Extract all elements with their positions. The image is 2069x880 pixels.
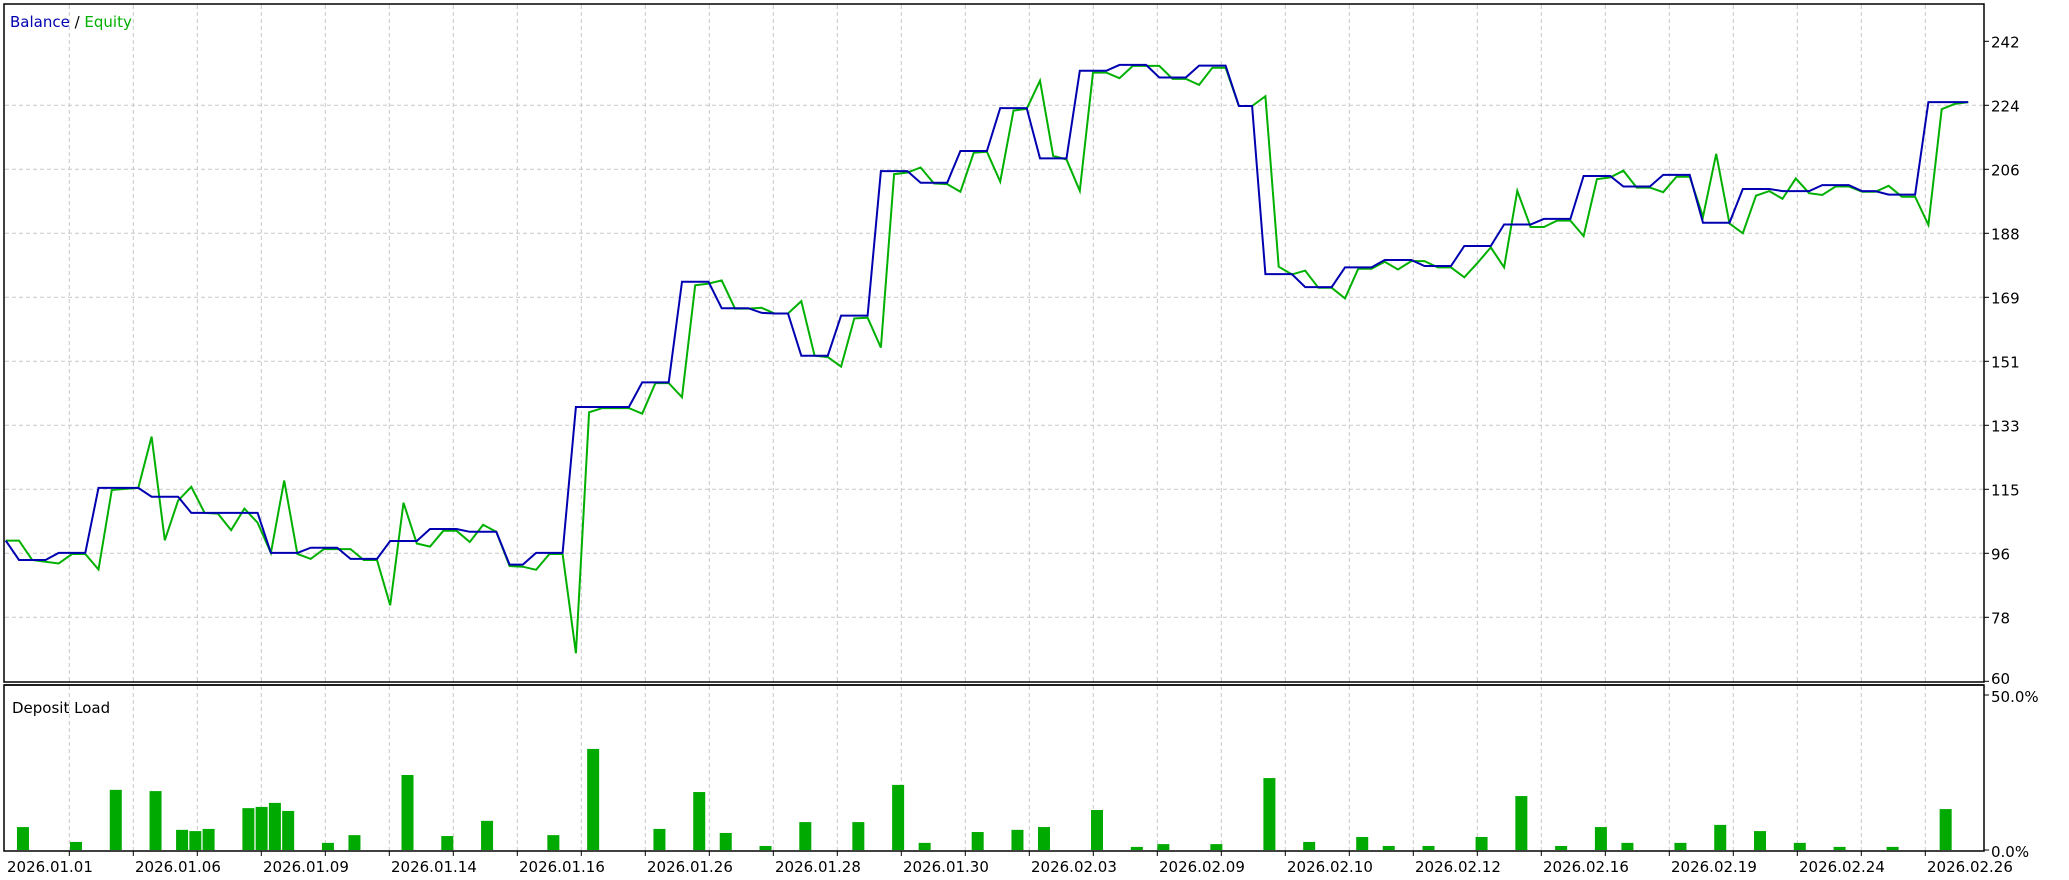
deposit-load-bar bbox=[202, 828, 215, 850]
deposit-load-bar bbox=[1939, 809, 1952, 850]
deposit-load-bar bbox=[109, 789, 122, 850]
x-tick-label: 2026.02.09 bbox=[1159, 858, 1245, 876]
deposit-load-bars bbox=[16, 748, 1952, 850]
deposit-load-bar bbox=[189, 831, 202, 850]
x-tick-label: 2026.02.19 bbox=[1671, 858, 1757, 876]
deposit-load-panel-frame bbox=[3, 684, 1985, 852]
y-tick-label: 60 bbox=[1991, 670, 2010, 688]
deposit-load-bar bbox=[1422, 845, 1435, 850]
y-tick-label: 96 bbox=[1991, 545, 2010, 563]
deposit-load-bar bbox=[918, 842, 931, 850]
x-tick-label: 2026.02.26 bbox=[1927, 858, 2013, 876]
deposit-load-bar bbox=[1833, 846, 1846, 850]
deposit-load-bar bbox=[799, 822, 812, 850]
deposit-load-bar bbox=[70, 841, 82, 850]
y-tick-label: 242 bbox=[1991, 33, 2020, 51]
y-tick-label: 206 bbox=[1991, 161, 2020, 179]
legend-separator: / bbox=[70, 13, 85, 31]
deposit-load-bar bbox=[1793, 842, 1806, 850]
x-tick-label: 2026.01.26 bbox=[647, 858, 733, 876]
x-tick-label: 2026.01.16 bbox=[519, 858, 605, 876]
y-tick-label: 133 bbox=[1991, 417, 2020, 435]
grid bbox=[5, 5, 1983, 850]
deposit-load-bar bbox=[176, 829, 189, 850]
deposit-load-bar bbox=[441, 836, 454, 850]
deposit-load-bar bbox=[587, 748, 600, 850]
deposit-load-bar bbox=[282, 810, 295, 850]
deposit-load-bar bbox=[1714, 824, 1727, 850]
x-tick-label: 2026.02.03 bbox=[1031, 858, 1117, 876]
x-tick-label: 2026.01.09 bbox=[263, 858, 349, 876]
deposit-load-bar bbox=[1674, 842, 1687, 850]
deposit-load-bar bbox=[321, 842, 334, 850]
deposit-load-bar bbox=[1515, 796, 1528, 850]
deposit-load-bar bbox=[16, 827, 29, 850]
axis-labels: 24222420618816915113311596786050.0%0.0%2… bbox=[7, 33, 2039, 876]
series-lines bbox=[4, 63, 1969, 654]
equity-line bbox=[5, 64, 1969, 654]
deposit-load-title: Deposit Load bbox=[12, 699, 110, 717]
deposit-load-bar bbox=[268, 802, 281, 850]
deposit-load-bar bbox=[719, 832, 732, 850]
deposit-load-bar bbox=[149, 791, 162, 850]
y-tick-label: 151 bbox=[1991, 353, 2020, 371]
deposit-load-bar bbox=[1210, 844, 1223, 850]
y-tick-label: 188 bbox=[1991, 225, 2020, 243]
deposit-load-bar bbox=[1157, 844, 1170, 850]
main-panel-frame bbox=[3, 3, 1985, 683]
deposit-load-bar bbox=[348, 835, 361, 850]
legend: Balance / Equity bbox=[10, 13, 132, 31]
y-tick-label: 115 bbox=[1991, 481, 2020, 499]
deposit-load-bar bbox=[481, 820, 494, 850]
y-tick-label: 169 bbox=[1991, 289, 2020, 307]
legend-equity: Equity bbox=[84, 13, 132, 31]
y-tick-label: 224 bbox=[1991, 97, 2020, 115]
deposit-load-bar bbox=[1011, 829, 1024, 850]
deposit-load-bar bbox=[1263, 778, 1276, 850]
axis-ticks bbox=[68, 40, 1989, 856]
deposit-load-bar bbox=[1037, 827, 1050, 850]
deposit-load-bar bbox=[1130, 846, 1143, 850]
x-tick-label: 2026.02.16 bbox=[1543, 858, 1629, 876]
x-tick-label: 2026.02.12 bbox=[1415, 858, 1501, 876]
sub-y-tick-label: 0.0% bbox=[1991, 843, 2029, 861]
x-tick-label: 2026.01.28 bbox=[775, 858, 861, 876]
x-tick-label: 2026.02.24 bbox=[1799, 858, 1885, 876]
x-tick-label: 2026.01.01 bbox=[7, 858, 93, 876]
x-tick-label: 2026.01.06 bbox=[135, 858, 221, 876]
deposit-load-bar bbox=[242, 808, 255, 850]
deposit-load-bar bbox=[1303, 841, 1316, 850]
deposit-load-bar bbox=[971, 832, 984, 850]
deposit-load-bar bbox=[653, 828, 666, 850]
x-tick-label: 2026.02.10 bbox=[1287, 858, 1373, 876]
deposit-load-bar bbox=[1621, 842, 1634, 850]
deposit-load-bar bbox=[1356, 836, 1369, 850]
deposit-load-bar bbox=[759, 845, 772, 850]
deposit-load-bar bbox=[693, 792, 706, 850]
deposit-load-bar bbox=[1555, 845, 1568, 850]
deposit-load-bar bbox=[255, 806, 268, 850]
deposit-load-bar bbox=[1382, 845, 1395, 850]
deposit-load-bar bbox=[1091, 810, 1104, 850]
deposit-load-bar bbox=[852, 822, 865, 850]
deposit-load-bar bbox=[1886, 846, 1899, 850]
deposit-load-bar bbox=[892, 784, 905, 850]
y-tick-label: 78 bbox=[1991, 609, 2010, 627]
deposit-load-bar bbox=[1594, 827, 1607, 850]
deposit-load-bar bbox=[401, 774, 414, 850]
deposit-load-bar bbox=[547, 835, 560, 850]
deposit-load-bar bbox=[1475, 836, 1488, 850]
x-tick-label: 2026.01.14 bbox=[391, 858, 477, 876]
x-tick-label: 2026.01.30 bbox=[903, 858, 989, 876]
legend-balance: Balance bbox=[10, 13, 70, 31]
deposit-load-bar bbox=[1754, 831, 1767, 850]
sub-y-tick-label: 50.0% bbox=[1991, 688, 2039, 706]
balance-line bbox=[4, 63, 1969, 566]
